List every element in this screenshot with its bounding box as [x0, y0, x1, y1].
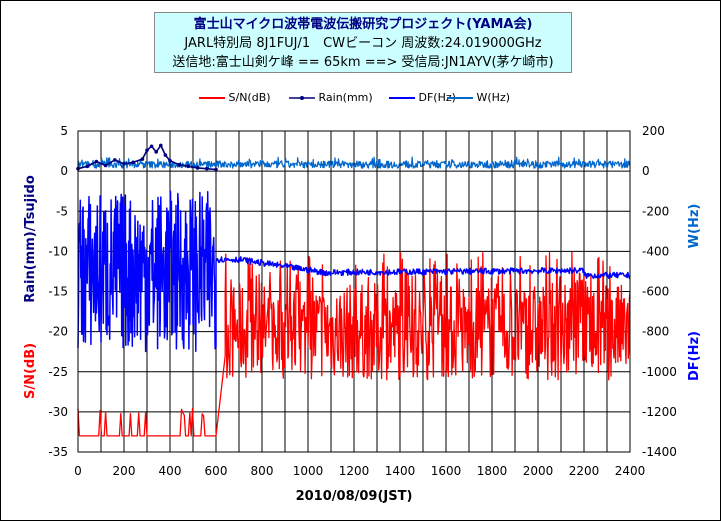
series-rain-point	[85, 164, 89, 169]
y-right-tick-label: -800	[642, 325, 669, 339]
series-rain-point	[154, 150, 158, 154]
series-rain-point	[149, 144, 154, 149]
y-right-tick-label: -1200	[642, 405, 677, 419]
x-axis-label: 2010/08/09(JST)	[296, 489, 413, 504]
series-rain-point	[159, 143, 163, 148]
y-left-tick-label: -15	[48, 285, 68, 299]
y-right-tick-label: -600	[642, 285, 669, 299]
y-left-tick-label: -35	[48, 445, 68, 459]
x-tick-label: 1600	[431, 464, 462, 478]
series-rain-point	[103, 163, 108, 168]
series-rain-point	[163, 153, 168, 157]
series-rain-point	[131, 160, 135, 165]
x-tick-label: 1800	[477, 464, 508, 478]
legend-item-df: DF(Hz)	[389, 91, 456, 104]
x-tick-label: 1200	[339, 464, 370, 478]
tick-layer: 0 200 400 600 800 1000 1200 1400 1600 1800 2000 220…	[48, 124, 676, 478]
y-left-tick-label: 5	[60, 124, 68, 138]
legend-label-rain: Rain(mm)	[318, 91, 373, 104]
chart-title-box: 富士山マイクロ波帯電波伝搬研究プロジェクト(YAMA会) JARL特別局 8J1…	[154, 12, 572, 73]
series-rain-point	[214, 167, 218, 172]
legend-label-df: DF(Hz)	[418, 91, 456, 104]
chart-subtitle-beacon: JARL特別局 8J1FUJ/1 CWビーコン 周波数:24.019000GHz	[184, 36, 542, 51]
x-tick-label: 1000	[293, 464, 324, 478]
series-rain-point	[113, 158, 117, 162]
y-axis-label-right-top: W(Hz)	[687, 204, 702, 249]
chart-subtitle-path: 送信地:富士山剣ケ峰 == 65km ==> 受信局:JN1AYV(茅ケ崎市)	[172, 55, 554, 70]
y-left-tick-label: -25	[48, 365, 68, 379]
y-left-tick-label: -20	[48, 325, 68, 339]
y-right-tick-label: -1000	[642, 365, 677, 379]
y-right-tick-label: -400	[642, 244, 669, 258]
series-rain-point	[177, 162, 181, 167]
series-df-line	[77, 190, 631, 353]
y-right-tick-label: 200	[642, 124, 665, 138]
x-tick-label: 2400	[615, 464, 646, 478]
series-sn-line	[77, 251, 631, 437]
y-axis-label-left-bottom: S/N(dB)	[23, 343, 38, 399]
legend-label-sn: S/N(dB)	[228, 91, 271, 104]
y-left-tick-label: -10	[48, 244, 68, 258]
legend-item-w: W(Hz)	[447, 91, 510, 104]
y-right-tick-label: -200	[642, 204, 669, 218]
series-rain-point	[168, 158, 172, 163]
series-rain-point	[122, 162, 126, 166]
y-left-tick-label: -30	[48, 405, 68, 419]
legend-label-w: W(Hz)	[476, 91, 511, 104]
y-left-tick-label: 0	[60, 164, 68, 178]
plot-area-border	[77, 130, 631, 453]
x-tick-label: 800	[251, 464, 274, 478]
y-right-tick-label: -1400	[642, 445, 677, 459]
x-tick-label: 2000	[523, 464, 554, 478]
x-tick-label: 0	[74, 464, 82, 478]
y-axis-label-right-bottom: DF(Hz)	[687, 331, 702, 381]
x-tick-label: 600	[205, 464, 228, 478]
series-layer	[76, 143, 631, 437]
series-rain-point	[140, 157, 145, 161]
series-rain-point	[195, 166, 200, 170]
x-tick-label: 1400	[385, 464, 416, 478]
series-rain-point	[94, 159, 99, 164]
series-rain-point	[145, 148, 149, 153]
y-left-tick-label: -5	[56, 204, 68, 218]
legend-item-sn: S/N(dB)	[199, 91, 271, 104]
series-rain-point	[205, 166, 209, 171]
y-right-tick-label: 0	[642, 164, 650, 178]
x-tick-label: 2200	[569, 464, 600, 478]
x-tick-label: 200	[113, 464, 136, 478]
legend-item-rain: Rain(mm)	[289, 91, 373, 104]
series-rain-point	[186, 164, 191, 169]
chart-title: 富士山マイクロ波帯電波伝搬研究プロジェクト(YAMA会)	[193, 17, 533, 32]
y-axis-label-left-top: Rain(mm)/Tsujido	[23, 175, 38, 303]
x-tick-label: 400	[159, 464, 182, 478]
